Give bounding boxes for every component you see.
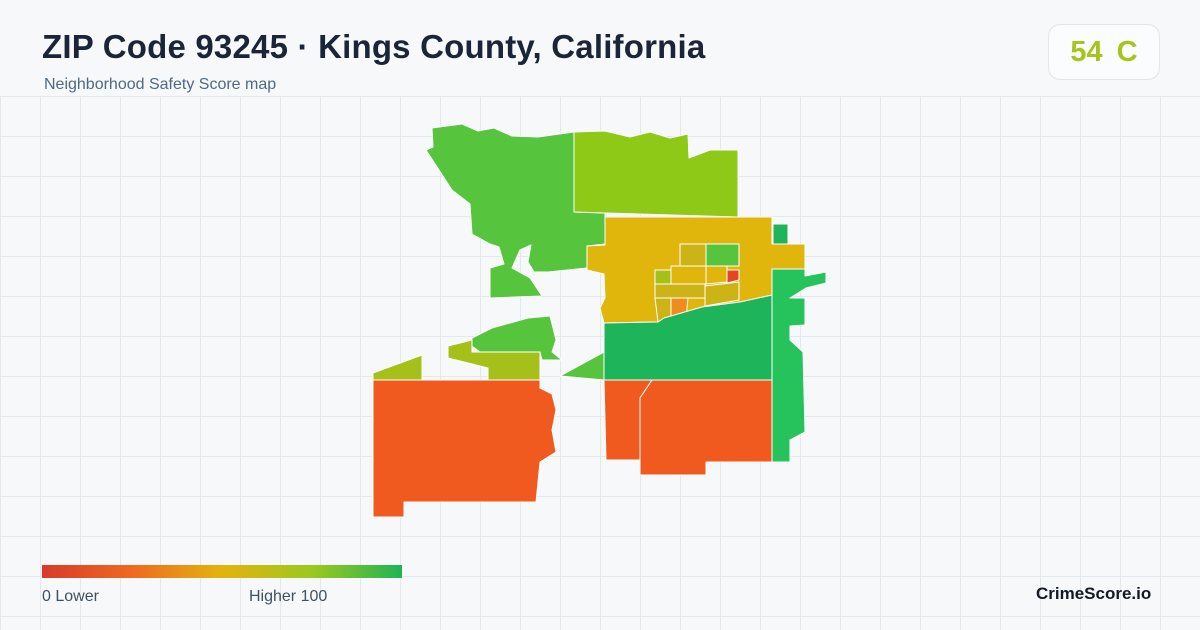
- map-area-southwest[interactable]: [372, 379, 557, 518]
- safety-score-value: 54: [1070, 35, 1103, 68]
- map-area-downtown-7[interactable]: [654, 283, 706, 299]
- map-area-south-2[interactable]: [639, 379, 773, 476]
- map-area-downtown-8[interactable]: [704, 281, 740, 307]
- map-area-downtown-6[interactable]: [670, 265, 707, 285]
- page-title: ZIP Code 93245 · Kings County, Californi…: [42, 28, 706, 65]
- map-area-downtown-1[interactable]: [705, 243, 740, 267]
- map-area-downtown-5[interactable]: [654, 269, 672, 285]
- legend-color-scale: [42, 565, 402, 578]
- map-area-wedge[interactable]: [559, 351, 605, 381]
- map-area-west-strip[interactable]: [471, 315, 563, 361]
- map-area-east[interactable]: [771, 268, 827, 463]
- legend-high-label: Higher 100: [249, 588, 328, 605]
- map-area-downtown-4[interactable]: [726, 269, 740, 284]
- page-subtitle: Neighborhood Safety Score map: [44, 76, 277, 93]
- map-area-downtown-2[interactable]: [679, 243, 707, 267]
- map-area-strip[interactable]: [772, 223, 789, 245]
- brand-logo-text: CrimeScore.io: [1036, 584, 1152, 603]
- map-area-downtown-3[interactable]: [705, 265, 728, 285]
- safety-score-badge: 54 C: [1048, 24, 1160, 80]
- map-area-far-west[interactable]: [372, 354, 423, 381]
- map-area-northwest[interactable]: [425, 123, 606, 299]
- safety-score-grade: C: [1116, 35, 1138, 68]
- map-area-north[interactable]: [573, 130, 739, 218]
- legend-low-label: 0 Lower: [42, 588, 99, 605]
